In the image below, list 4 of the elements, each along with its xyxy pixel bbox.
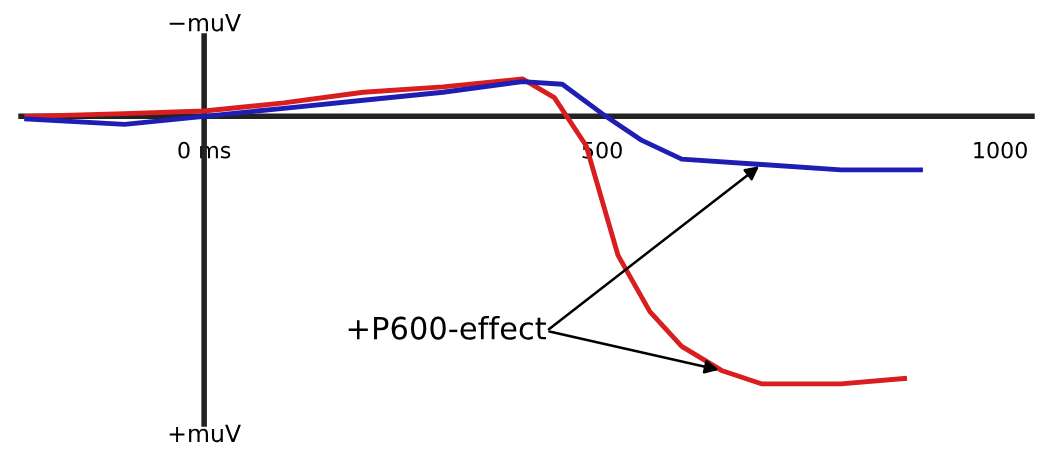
- text: +muV: [169, 424, 241, 443]
- x-tick-label: 1000: [974, 141, 1027, 159]
- text: −muV: [169, 13, 241, 32]
- annotation: +P600-effect: [348, 316, 546, 340]
